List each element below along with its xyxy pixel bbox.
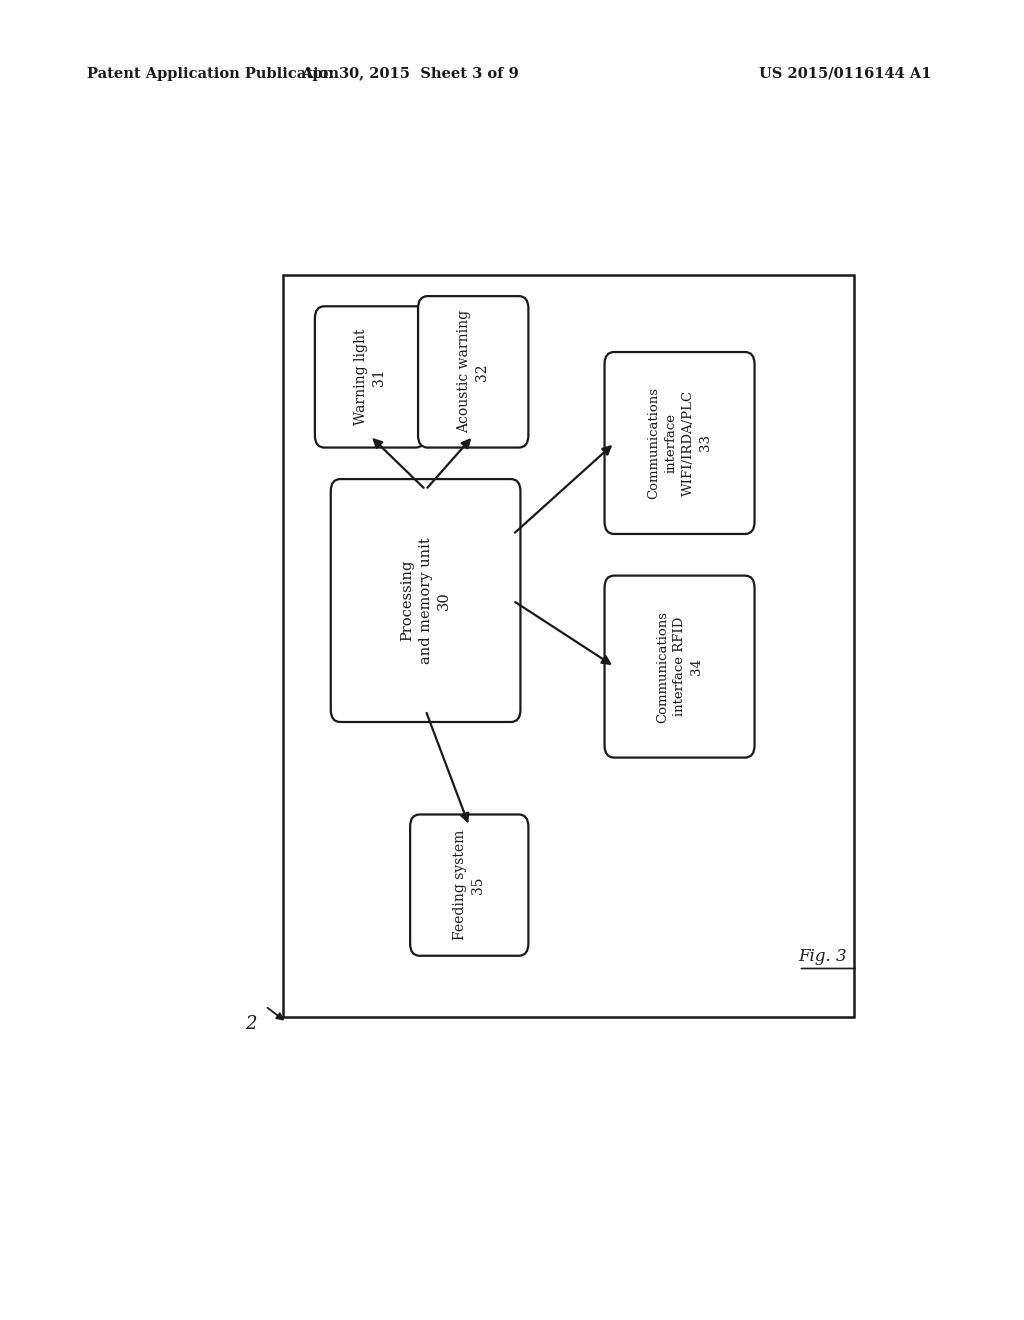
FancyBboxPatch shape <box>411 814 528 956</box>
Text: Apr. 30, 2015  Sheet 3 of 9: Apr. 30, 2015 Sheet 3 of 9 <box>301 67 518 81</box>
Text: Communications
interface
WIFI/IRDA/PLC
33: Communications interface WIFI/IRDA/PLC 3… <box>647 387 712 499</box>
Text: US 2015/0116144 A1: US 2015/0116144 A1 <box>760 67 932 81</box>
Text: Fig. 3: Fig. 3 <box>799 948 847 965</box>
Text: Communications
interface RFID
34: Communications interface RFID 34 <box>656 611 703 722</box>
Text: Patent Application Publication: Patent Application Publication <box>87 67 339 81</box>
FancyBboxPatch shape <box>315 306 425 447</box>
FancyBboxPatch shape <box>331 479 520 722</box>
Text: Acoustic warning
32: Acoustic warning 32 <box>457 310 489 433</box>
Text: Warning light
31: Warning light 31 <box>354 329 386 425</box>
Text: 2: 2 <box>246 1015 257 1034</box>
Text: Feeding system
35: Feeding system 35 <box>453 830 485 940</box>
FancyBboxPatch shape <box>604 352 755 535</box>
Text: Processing
and memory unit
30: Processing and memory unit 30 <box>400 537 451 664</box>
FancyBboxPatch shape <box>604 576 755 758</box>
FancyBboxPatch shape <box>418 296 528 447</box>
